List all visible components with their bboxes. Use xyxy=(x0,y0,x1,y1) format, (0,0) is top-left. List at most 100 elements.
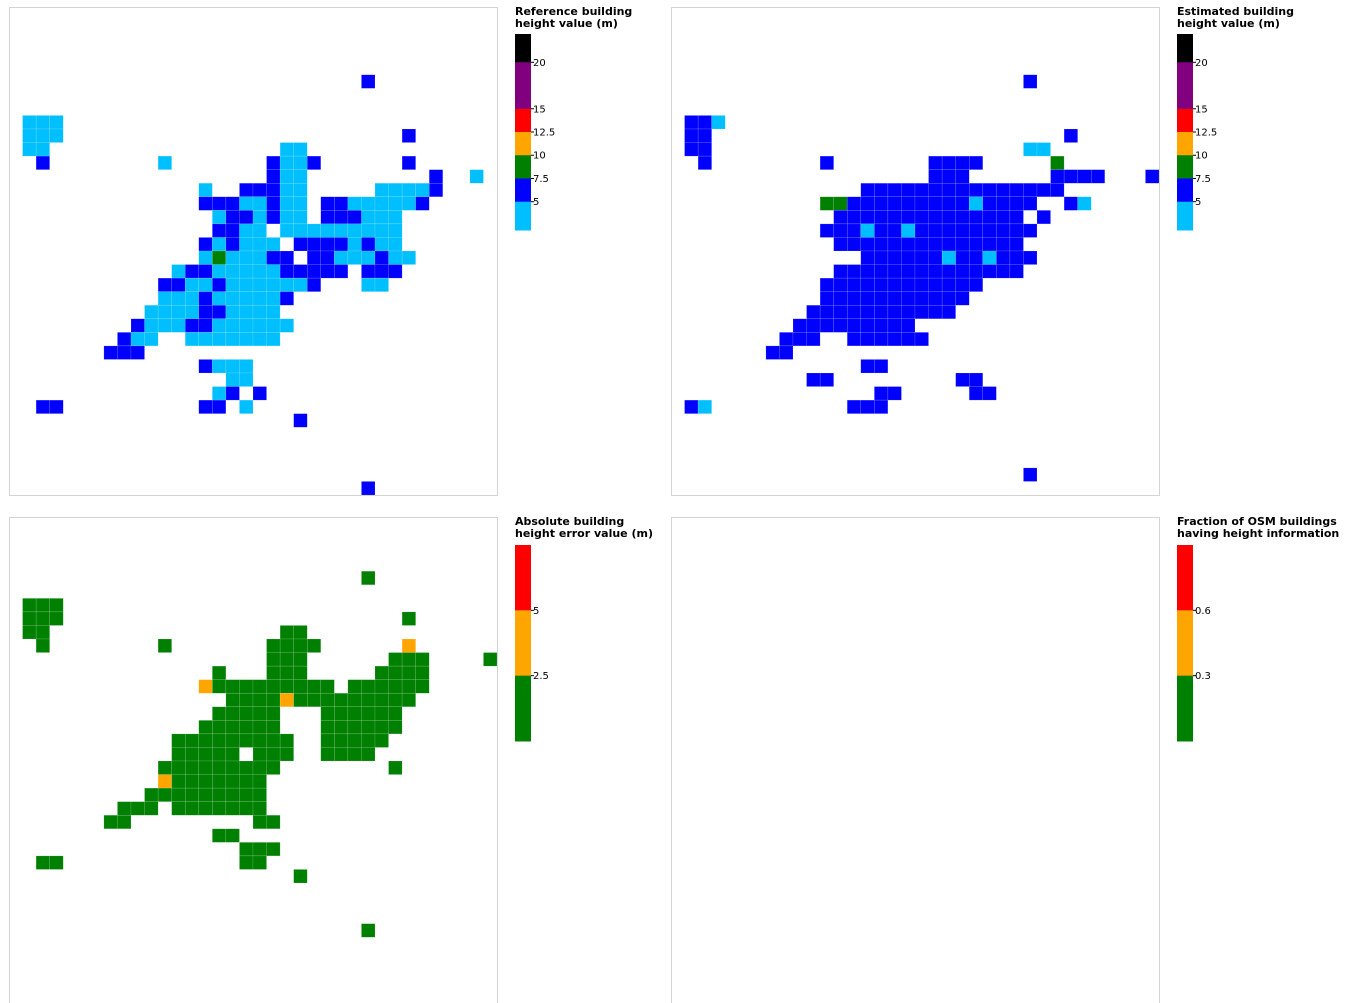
colorbar-tick-label: 0.3 xyxy=(1195,671,1211,682)
grid-cell xyxy=(401,611,416,626)
grid-cell xyxy=(49,611,64,626)
grid-cell xyxy=(306,155,322,170)
grid-cell xyxy=(1050,182,1065,198)
grid-cell xyxy=(388,264,403,279)
grid-cell xyxy=(334,692,349,708)
grid-cell xyxy=(415,679,430,694)
colorbar-band xyxy=(1177,108,1193,133)
colorbar-band xyxy=(1177,155,1193,179)
grid-cell xyxy=(361,570,376,586)
grid-cell xyxy=(374,733,389,748)
colorbar-band xyxy=(515,132,531,156)
grid-cell xyxy=(401,250,416,265)
colorbar-band xyxy=(1177,132,1193,156)
grid-cell xyxy=(266,814,281,830)
grid-cell xyxy=(1090,169,1106,184)
grid-cell xyxy=(225,828,240,843)
height-error-map xyxy=(9,517,498,1003)
grid-cell xyxy=(1023,74,1038,89)
grid-cell xyxy=(157,155,172,170)
grid-cell xyxy=(941,304,956,320)
estimated-colorbar-title: Estimated building height value (m) xyxy=(1177,5,1294,30)
grid-cell xyxy=(239,399,254,414)
grid-cell xyxy=(887,386,902,401)
colorbar-band xyxy=(515,155,531,179)
grid-cell xyxy=(374,277,389,292)
grid-cell xyxy=(955,291,970,306)
grid-cell xyxy=(874,399,889,414)
colorbar-tick-label: 20 xyxy=(533,58,546,69)
grid-cell xyxy=(306,277,322,292)
grid-cell xyxy=(914,332,929,347)
grid-cell xyxy=(266,760,281,775)
grid-cell xyxy=(874,359,889,374)
grid-cell xyxy=(144,801,159,816)
grid-cell xyxy=(1023,467,1038,482)
grid-cell xyxy=(252,855,267,870)
colorbar-band xyxy=(515,545,531,611)
grid-cell xyxy=(697,399,712,414)
colorbar-tick-label: 5 xyxy=(533,606,539,617)
colorbar-tick-label: 5 xyxy=(533,197,539,208)
grid-cell xyxy=(266,332,281,347)
grid-cell xyxy=(819,372,834,387)
grid-cell xyxy=(334,264,349,279)
reference-height-map xyxy=(9,7,498,496)
grid-cell xyxy=(428,182,444,198)
grid-cell xyxy=(401,128,416,143)
grid-cell xyxy=(306,638,322,653)
grid-cell xyxy=(361,923,376,938)
grid-cell xyxy=(252,386,267,401)
grid-cell xyxy=(293,413,308,428)
grid-cell xyxy=(144,332,159,347)
grid-cell xyxy=(212,399,227,414)
grid-cell xyxy=(279,692,294,708)
colorbar-band xyxy=(515,178,531,203)
grid-cell xyxy=(49,128,64,143)
colorbar-tick-label: 12.5 xyxy=(533,128,555,139)
grid-cell xyxy=(1009,264,1024,279)
estimated-height-panel: Estimated building height value (m) 20 15… xyxy=(0,0,1351,500)
estimated-colorbar: 20 15 12.5 10 7.5 5 xyxy=(1177,34,1217,231)
grid-cell xyxy=(35,638,50,653)
grid-cell xyxy=(279,223,294,238)
estimated-height-map xyxy=(671,7,1160,496)
grid-cell xyxy=(711,115,726,130)
colorbar-band xyxy=(515,675,531,742)
colorbar-band xyxy=(1177,610,1193,677)
grid-cell xyxy=(968,386,984,401)
reference-colorbar-title: Reference building height value (m) xyxy=(515,5,633,30)
grid-cell xyxy=(279,747,294,762)
grid-cell xyxy=(1145,169,1160,184)
grid-cell xyxy=(1036,142,1051,157)
grid-cell xyxy=(1036,210,1051,225)
colorbar-tick-label: 10 xyxy=(1195,151,1208,162)
grid-cell xyxy=(469,169,484,184)
grid-cell xyxy=(279,318,294,333)
grid-cell xyxy=(483,652,498,667)
error-colorbar: 52.5 xyxy=(515,545,549,742)
grid-cell xyxy=(1077,196,1092,211)
grid-cell xyxy=(279,277,294,292)
grid-cell xyxy=(130,345,145,360)
colorbar-tick-label: 0.6 xyxy=(1195,606,1211,617)
grid-cell xyxy=(779,345,794,360)
colorbar-band xyxy=(515,201,531,231)
grid-cell xyxy=(846,399,862,414)
grid-cell xyxy=(846,237,862,252)
grid-cell xyxy=(1023,196,1038,211)
colorbar-tick-label: 7.5 xyxy=(1195,174,1211,185)
colorbar-tick-label: 5 xyxy=(1195,197,1201,208)
grid-cell xyxy=(266,842,281,857)
colorbar-tick-label: 20 xyxy=(1195,58,1208,69)
grid-cell xyxy=(697,155,712,170)
colorbar-tick-label: 15 xyxy=(533,104,546,115)
grid-cell xyxy=(415,196,430,211)
grid-cell xyxy=(239,372,254,387)
grid-cell xyxy=(157,638,172,653)
grid-cell xyxy=(361,747,376,762)
grid-cell xyxy=(49,855,64,870)
grid-cell xyxy=(1023,250,1038,265)
colorbar-band xyxy=(515,62,531,110)
